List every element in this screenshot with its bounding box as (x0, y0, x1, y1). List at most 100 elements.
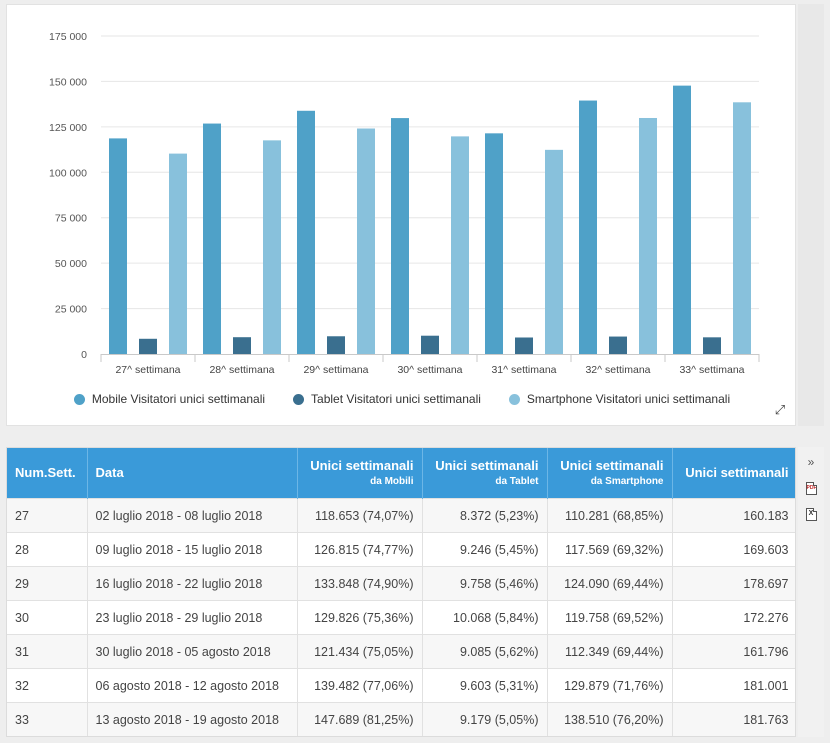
chart-side-bar (798, 4, 824, 426)
table-row: 29 16 luglio 2018 - 22 luglio 2018 133.848… (7, 566, 795, 601)
table-row: 30 23 luglio 2018 - 29 luglio 2018 129.826… (7, 600, 795, 635)
bar-smartphone (263, 140, 281, 354)
y-tick-label: 125 000 (49, 122, 87, 134)
y-tick-label: 25 000 (55, 304, 87, 316)
header-mobili-title: Unici settimanali (310, 457, 414, 473)
bar-smartphone (169, 153, 187, 354)
cell-mobili: 147.689 (81,25%) (297, 702, 423, 736)
bar-mobile (673, 85, 691, 354)
y-tick-label: 0 (81, 349, 87, 361)
cell-mobili: 139.482 (77,06%) (297, 668, 423, 703)
cell-totale: 172.276 (672, 600, 795, 635)
collapse-icon[interactable]: » (807, 455, 815, 469)
x-tick-label: 33^ settimana (679, 364, 744, 376)
bar-chart: 0 25 000 50 000 75 000 100 000 125 000 150 000… (49, 31, 760, 376)
cell-mobili: 121.434 (75,05%) (297, 634, 423, 669)
cell-smartphone: 112.349 (69,44%) (547, 634, 673, 669)
legend-marker-tablet (293, 393, 305, 405)
bar-mobile (485, 133, 503, 354)
table-body: 27 02 luglio 2018 - 08 luglio 2018 118.653… (7, 498, 795, 736)
legend-marker-mobile (73, 393, 85, 405)
header-tablet-title: Unici settimanali (435, 457, 539, 473)
header-mobili-sub: da Mobili (370, 475, 414, 487)
x-tick-label: 29^ settimana (303, 364, 368, 376)
header-smartphone[interactable]: Unici settimanali da Smartphone (547, 448, 673, 499)
expand-icon[interactable]: ⤢ (774, 402, 786, 417)
cell-num-sett: 33 (7, 702, 88, 736)
cell-totale: 181.001 (672, 668, 795, 703)
cell-mobili: 118.653 (74,07%) (297, 498, 423, 533)
cell-data: 30 luglio 2018 - 05 agosto 2018 (87, 634, 298, 669)
header-mobili[interactable]: Unici settimanali da Mobili (297, 448, 423, 499)
cell-mobili: 126.815 (74,77%) (297, 532, 423, 567)
cell-smartphone: 119.758 (69,52%) (547, 600, 673, 635)
cell-totale: 160.183 (672, 498, 795, 533)
bar-mobile (109, 138, 127, 354)
chart-legend: Mobile Visitatori unici settimanali Tabl… (7, 389, 797, 409)
bar-smartphone (451, 136, 469, 354)
legend-marker-smartphone (508, 393, 520, 405)
y-tick-label: 175 000 (49, 31, 87, 43)
header-smartphone-sub: da Smartphone (590, 475, 664, 487)
bar-mobile (391, 118, 409, 354)
cell-tablet: 8.372 (5,23%) (422, 498, 548, 533)
table-row: 28 09 luglio 2018 - 15 luglio 2018 126.815… (7, 532, 795, 567)
cell-totale: 161.796 (672, 634, 795, 669)
cell-data: 13 agosto 2018 - 19 agosto 2018 (87, 702, 298, 736)
x-tick-label: 30^ settimana (397, 364, 462, 376)
bar-tablet (139, 338, 157, 354)
cell-data: 06 agosto 2018 - 12 agosto 2018 (87, 668, 298, 703)
bar-mobile (203, 123, 221, 355)
header-tablet[interactable]: Unici settimanali da Tablet (422, 448, 548, 499)
data-table-panel: Num.Sett. Data Unici settimanali da Mobi… (6, 447, 796, 737)
bar-smartphone (357, 128, 375, 354)
cell-totale: 181.763 (672, 702, 795, 736)
bar-smartphone (545, 149, 563, 354)
bar-tablet (609, 336, 627, 354)
table-row: 32 06 agosto 2018 - 12 agosto 2018 139.482… (7, 668, 795, 703)
header-data[interactable]: Data (87, 448, 298, 499)
cell-num-sett: 29 (7, 566, 88, 601)
cell-smartphone: 117.569 (69,32%) (547, 532, 673, 567)
bar-tablet (233, 337, 251, 354)
excel-export-button[interactable]: X (798, 503, 824, 525)
table-row: 33 13 agosto 2018 - 19 agosto 2018 147.689… (7, 702, 795, 736)
legend-label-tablet: Tablet Visitatori unici settimanali (311, 392, 481, 406)
cell-smartphone: 138.510 (76,20%) (547, 702, 673, 736)
bar-smartphone (733, 102, 751, 354)
legend-label-mobile: Mobile Visitatori unici settimanali (91, 392, 266, 406)
cell-num-sett: 28 (7, 532, 88, 567)
cell-data: 09 luglio 2018 - 15 luglio 2018 (87, 532, 298, 567)
cell-data: 23 luglio 2018 - 29 luglio 2018 (87, 600, 298, 635)
table-row: 27 02 luglio 2018 - 08 luglio 2018 118.653… (7, 498, 795, 533)
cell-totale: 169.603 (672, 532, 795, 567)
y-tick-label: 50 000 (55, 258, 87, 270)
header-totale[interactable]: Unici settimanali (672, 448, 795, 499)
y-tick-label: 75 000 (55, 213, 87, 225)
legend-label-smartphone: Smartphone Visitatori unici settimanali (526, 392, 731, 406)
cell-totale: 178.697 (672, 566, 795, 601)
cell-smartphone: 129.879 (71,76%) (547, 668, 673, 703)
legend-item-mobile[interactable]: Mobile Visitatori unici settimanali (73, 392, 266, 406)
cell-tablet: 9.179 (5,05%) (422, 702, 548, 736)
cell-tablet: 9.603 (5,31%) (422, 668, 548, 703)
cell-smartphone: 124.090 (69,44%) (547, 566, 673, 601)
legend-item-tablet[interactable]: Tablet Visitatori unici settimanali (293, 392, 481, 406)
cell-data: 02 luglio 2018 - 08 luglio 2018 (87, 498, 298, 533)
data-table: Num.Sett. Data Unici settimanali da Mobi… (7, 448, 795, 736)
bar-tablet (327, 336, 345, 354)
x-tick-label: 32^ settimana (585, 364, 650, 376)
cell-num-sett: 32 (7, 668, 88, 703)
y-tick-label: 150 000 (49, 76, 87, 88)
legend-item-smartphone[interactable]: Smartphone Visitatori unici settimanali (508, 392, 731, 406)
table-header-row: Num.Sett. Data Unici settimanali da Mobi… (7, 448, 795, 499)
pdf-export-button[interactable]: PDF (798, 477, 824, 499)
bar-mobile (579, 100, 597, 354)
bar-smartphone (639, 117, 657, 354)
cell-smartphone: 110.281 (68,85%) (547, 498, 673, 533)
cell-num-sett: 30 (7, 600, 88, 635)
header-num-sett[interactable]: Num.Sett. (7, 448, 88, 499)
y-tick-label: 100 000 (49, 167, 87, 179)
cell-tablet: 9.085 (5,62%) (422, 634, 548, 669)
cell-num-sett: 27 (7, 498, 88, 533)
